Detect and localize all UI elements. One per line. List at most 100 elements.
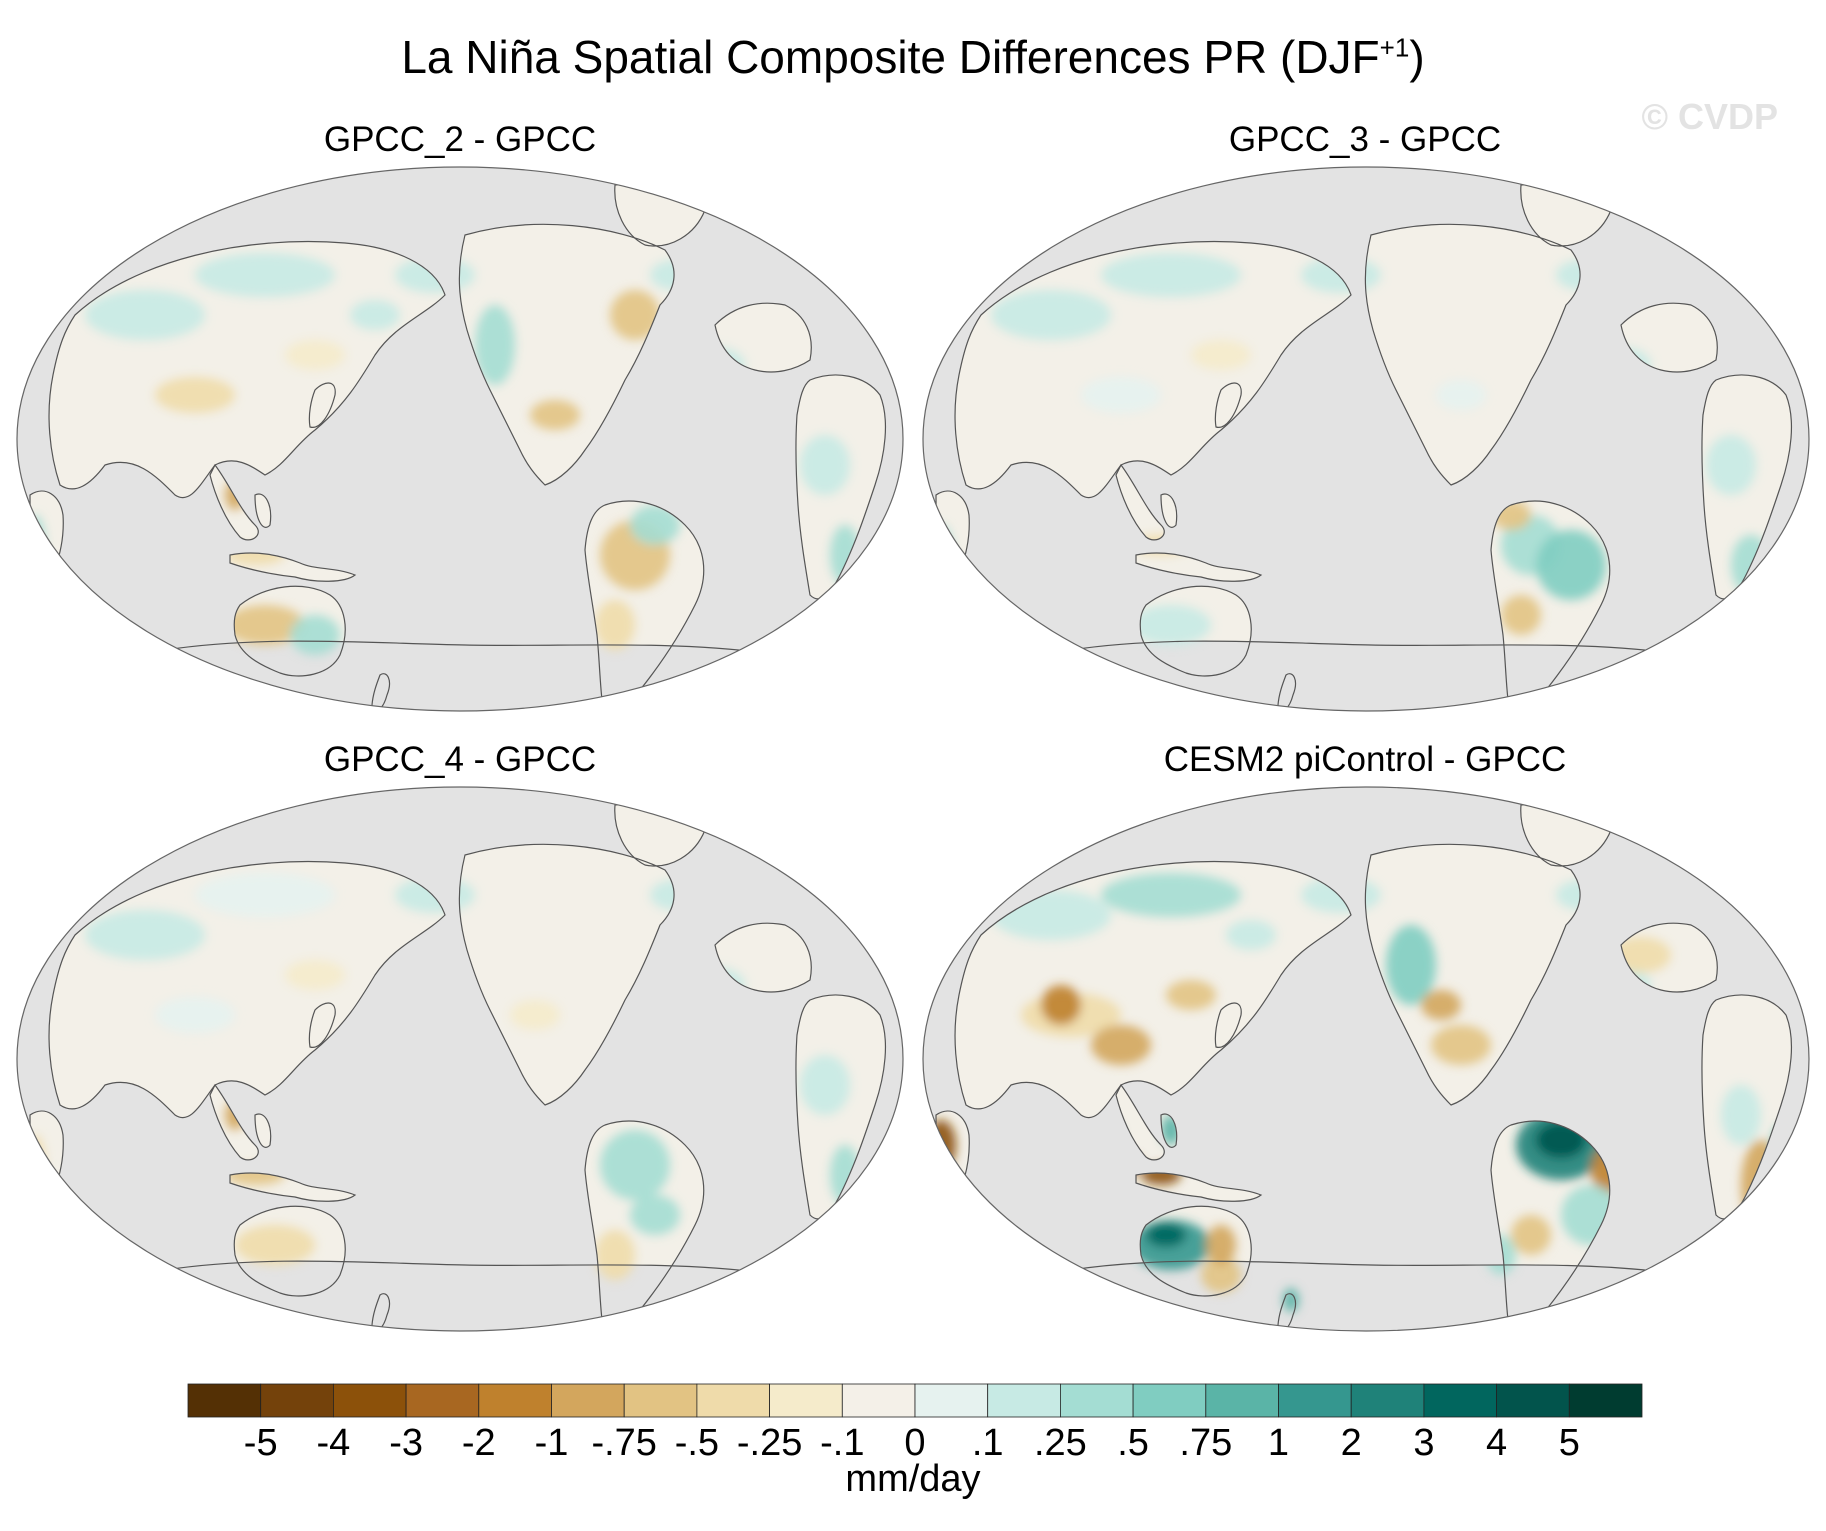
- coastline: [254, 1113, 272, 1148]
- map-panel-4: [922, 786, 1810, 1332]
- precip-anomaly-patch: [285, 960, 345, 990]
- landmass-japan: [1215, 383, 1242, 428]
- credit-watermark: © CVDP: [1641, 96, 1778, 137]
- precip-anomaly-patch: [630, 1195, 680, 1235]
- colorbar-swatch: [1278, 1383, 1352, 1418]
- coastline: [1214, 1002, 1242, 1048]
- colorbar-swatch: [1496, 1383, 1570, 1418]
- precip-anomaly-patch: [1206, 1225, 1236, 1265]
- colorbar-swatch: [987, 1383, 1061, 1418]
- coastline: [1620, 302, 1718, 373]
- precip-anomaly-patch: [991, 290, 1111, 340]
- precip-anomaly-patch: [600, 1130, 670, 1200]
- landmass-japan: [1215, 1003, 1242, 1048]
- coastline: [1115, 463, 1165, 541]
- colorbar-tick-label: 2: [1340, 1422, 1362, 1464]
- precip-anomaly-patch: [1101, 873, 1241, 917]
- landmass-japan: [309, 1003, 336, 1048]
- landmass-japan: [309, 383, 336, 428]
- coastline: [233, 585, 346, 677]
- precip-anomaly-patch: [1201, 1257, 1241, 1293]
- precip-anomaly-patch: [610, 290, 660, 340]
- precip-anomaly-patch: [1191, 340, 1251, 370]
- precip-anomaly-patch: [630, 505, 680, 545]
- colorbar-tick-label: -5: [243, 1422, 278, 1464]
- coastline: [1115, 1083, 1165, 1161]
- precip-anomaly-patch: [1421, 990, 1461, 1020]
- precip-anomaly-patch: [800, 1055, 850, 1115]
- precip-anomaly-patch: [1166, 980, 1216, 1010]
- colorbar-tick-label: .1: [971, 1422, 1004, 1464]
- colorbar-swatch: [1350, 1383, 1425, 1418]
- globe-outline: [16, 786, 904, 1332]
- colorbar-tick-label: 0: [904, 1422, 926, 1464]
- precip-anomaly-patch: [1386, 925, 1436, 1005]
- colorbar-swatch: [478, 1383, 552, 1418]
- coastline: [1160, 1113, 1178, 1148]
- globe-outline: [922, 166, 1810, 712]
- coastline: [229, 1172, 357, 1202]
- precip-anomaly-patch: [195, 873, 335, 917]
- colorbar-swatch: [1568, 1383, 1643, 1418]
- precip-anomaly-patch: [195, 253, 335, 297]
- colorbar-tick-label: -.5: [674, 1422, 720, 1464]
- colorbar-swatch: [1205, 1383, 1279, 1418]
- precip-anomaly-patch: [475, 305, 515, 385]
- coastline: [1160, 493, 1178, 528]
- colorbar-tick-label: -.1: [820, 1422, 865, 1464]
- coastline: [1364, 843, 1581, 1106]
- map-panel-3: [16, 786, 904, 1332]
- precip-anomaly-patch: [235, 1225, 315, 1265]
- coastline: [48, 240, 446, 499]
- precip-anomaly-patch: [1536, 530, 1606, 600]
- landmass-northAmerica: [459, 844, 675, 1105]
- precip-anomaly-patch: [350, 300, 400, 330]
- colorbar-tick-label: -2: [461, 1422, 496, 1464]
- landmass-indonesia: [1136, 552, 1261, 582]
- colorbar-swatch: [332, 1383, 407, 1418]
- precip-anomaly-patch: [1721, 1085, 1761, 1145]
- precip-anomaly-patch: [225, 605, 305, 645]
- precip-anomaly-patch: [1081, 377, 1161, 413]
- precip-anomaly-patch: [285, 340, 345, 370]
- precip-anomaly-patch: [1091, 1025, 1151, 1065]
- colorbar-swatch: [1423, 1383, 1498, 1418]
- colorbar-units: mm/day: [845, 1458, 981, 1500]
- precip-anomaly-patch: [1511, 1215, 1551, 1255]
- precip-anomaly-patch: [1131, 605, 1211, 645]
- coastline: [1135, 552, 1263, 582]
- precip-anomaly-patch: [800, 435, 850, 495]
- colorbar-tick-label: -3: [389, 1422, 423, 1464]
- panel-title-1: GPCC_2 - GPCC: [323, 120, 597, 159]
- colorbar-swatch: [187, 1383, 262, 1418]
- coastline: [209, 1083, 259, 1161]
- precip-anomaly-patch: [1501, 595, 1541, 635]
- landmass-northAmerica: [1365, 844, 1581, 1105]
- landmass-northAmerica: [459, 224, 675, 486]
- precip-anomaly-patch: [530, 400, 580, 430]
- coastline: [254, 493, 272, 528]
- precip-anomaly-patch: [290, 615, 340, 655]
- precip-anomaly-patch: [1146, 1223, 1186, 1247]
- coastline: [1620, 922, 1718, 993]
- colorbar-swatch: [551, 1383, 625, 1418]
- colorbar-swatch: [1060, 1383, 1134, 1418]
- precip-anomaly-patch: [85, 910, 205, 960]
- coastline: [714, 302, 812, 373]
- precip-anomaly-patch: [155, 377, 235, 413]
- colorbar-tick-label: .25: [1033, 1422, 1087, 1464]
- precip-anomaly-patch: [595, 1230, 635, 1280]
- precip-anomaly-patch: [595, 600, 635, 650]
- coastline: [954, 860, 1352, 1119]
- colorbar-tick-label: .5: [1117, 1422, 1149, 1464]
- colorbar-swatch: [841, 1383, 916, 1418]
- colorbar-tick-label: -.25: [736, 1422, 803, 1464]
- precip-anomaly-patch: [155, 997, 235, 1033]
- globe-outline: [16, 166, 904, 712]
- coastline: [1139, 585, 1252, 677]
- figure-title: La Niña Spatial Composite Differences PR…: [401, 31, 1425, 83]
- precip-anomaly-patch: [85, 290, 205, 340]
- globe-outline: [922, 786, 1810, 1332]
- colorbar-tick-label: 1: [1267, 1422, 1290, 1464]
